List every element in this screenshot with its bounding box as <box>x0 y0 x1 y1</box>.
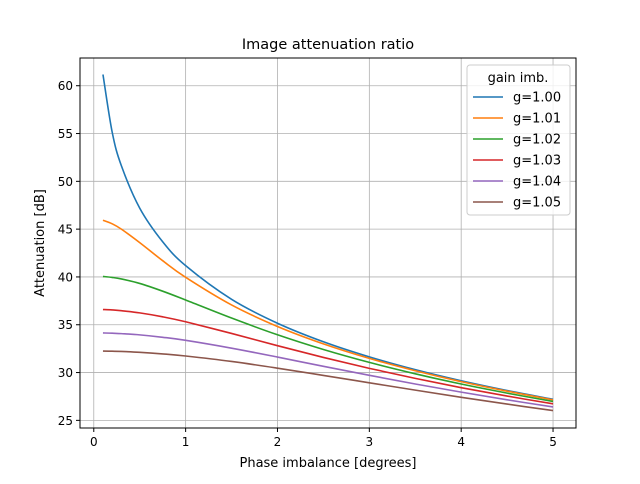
x-tick-label: 3 <box>366 435 374 449</box>
series-line-g=1.03 <box>102 308 554 405</box>
y-tick-label: 40 <box>58 270 73 284</box>
grid <box>80 58 576 428</box>
series-line-g=1.01 <box>102 219 554 401</box>
y-axis-label: Attenuation [dB] <box>33 189 48 297</box>
y-tick-label: 30 <box>58 366 73 380</box>
series-lines <box>102 74 554 412</box>
legend-label: g=1.05 <box>513 196 561 211</box>
legend-label: g=1.00 <box>513 91 561 106</box>
series-line-g=1.02 <box>102 275 554 403</box>
legend-box <box>466 64 571 216</box>
legend: gain imb. g=1.00 g=1.01 g=1.02 g=1.03 g=1.04… <box>466 64 571 216</box>
chart-title: Image attenuation ratio <box>242 37 414 53</box>
x-tick-label: 1 <box>182 435 190 449</box>
x-tick-label: 2 <box>274 435 282 449</box>
series-line-g=1.00 <box>102 74 554 401</box>
series-line-g=1.04 <box>102 332 554 408</box>
legend-label: g=1.01 <box>513 112 561 127</box>
y-tick-label: 55 <box>58 127 73 141</box>
x-tick-label: 0 <box>90 435 98 449</box>
series-line-g=1.05 <box>102 350 554 412</box>
x-axis-label: Phase imbalance [degrees] <box>239 456 416 471</box>
legend-label: g=1.04 <box>513 175 561 190</box>
y-tick-label: 25 <box>58 414 73 428</box>
y-tick-label: 45 <box>58 223 73 237</box>
x-tick-label: 4 <box>457 435 465 449</box>
x-tick-label: 5 <box>549 435 557 449</box>
y-tick-label: 60 <box>58 79 73 93</box>
y-tick-label: 50 <box>58 175 73 189</box>
y-tick-label: 35 <box>58 318 73 332</box>
axes-frame <box>79 57 577 429</box>
legend-title: gain imb. <box>488 71 549 86</box>
legend-label: g=1.03 <box>513 154 561 169</box>
legend-label: g=1.02 <box>513 133 561 148</box>
